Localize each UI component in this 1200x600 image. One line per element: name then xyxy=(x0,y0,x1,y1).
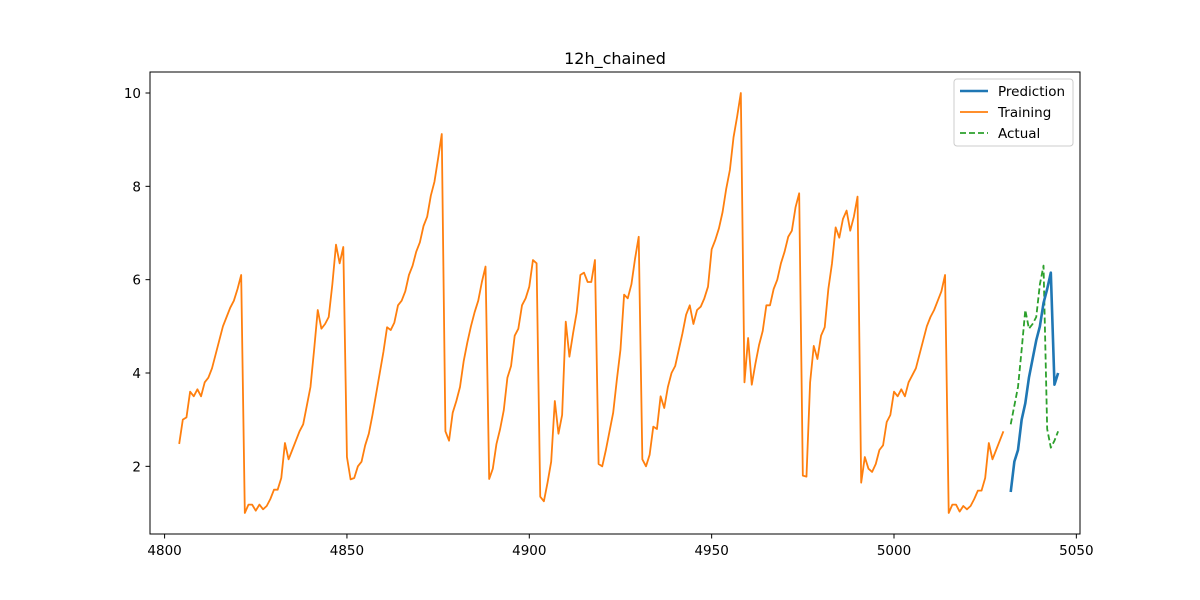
series-line-prediction xyxy=(1009,271,1060,493)
x-tick-label: 4850 xyxy=(330,543,364,559)
x-tick-label: 5000 xyxy=(877,543,911,559)
x-tick-label: 5050 xyxy=(1059,543,1093,559)
y-tick-label: 2 xyxy=(132,459,141,475)
chart-title: 12h_chained xyxy=(564,49,666,69)
series-line-training xyxy=(178,92,1005,514)
series-line-actual xyxy=(1009,264,1059,449)
y-tick-label: 10 xyxy=(124,86,141,102)
x-tick-label: 4950 xyxy=(694,543,728,559)
legend-label-training: Training xyxy=(997,105,1051,121)
legend-label-actual: Actual xyxy=(998,126,1040,142)
legend-label-prediction: Prediction xyxy=(998,84,1065,100)
legend-box xyxy=(953,78,1074,147)
y-tick-label: 4 xyxy=(132,366,141,382)
axes-frame xyxy=(149,71,1081,535)
x-tick-label: 4800 xyxy=(147,543,181,559)
y-tick-label: 8 xyxy=(132,179,141,195)
plot-area xyxy=(178,92,1060,514)
y-axis: 2 4 6 8 10 xyxy=(124,86,150,475)
legend: Prediction Training Actual xyxy=(953,78,1074,147)
x-tick-label: 4900 xyxy=(512,543,546,559)
x-axis: 4800 4850 4900 4950 5000 5050 xyxy=(147,534,1094,559)
y-tick-label: 6 xyxy=(132,273,141,289)
